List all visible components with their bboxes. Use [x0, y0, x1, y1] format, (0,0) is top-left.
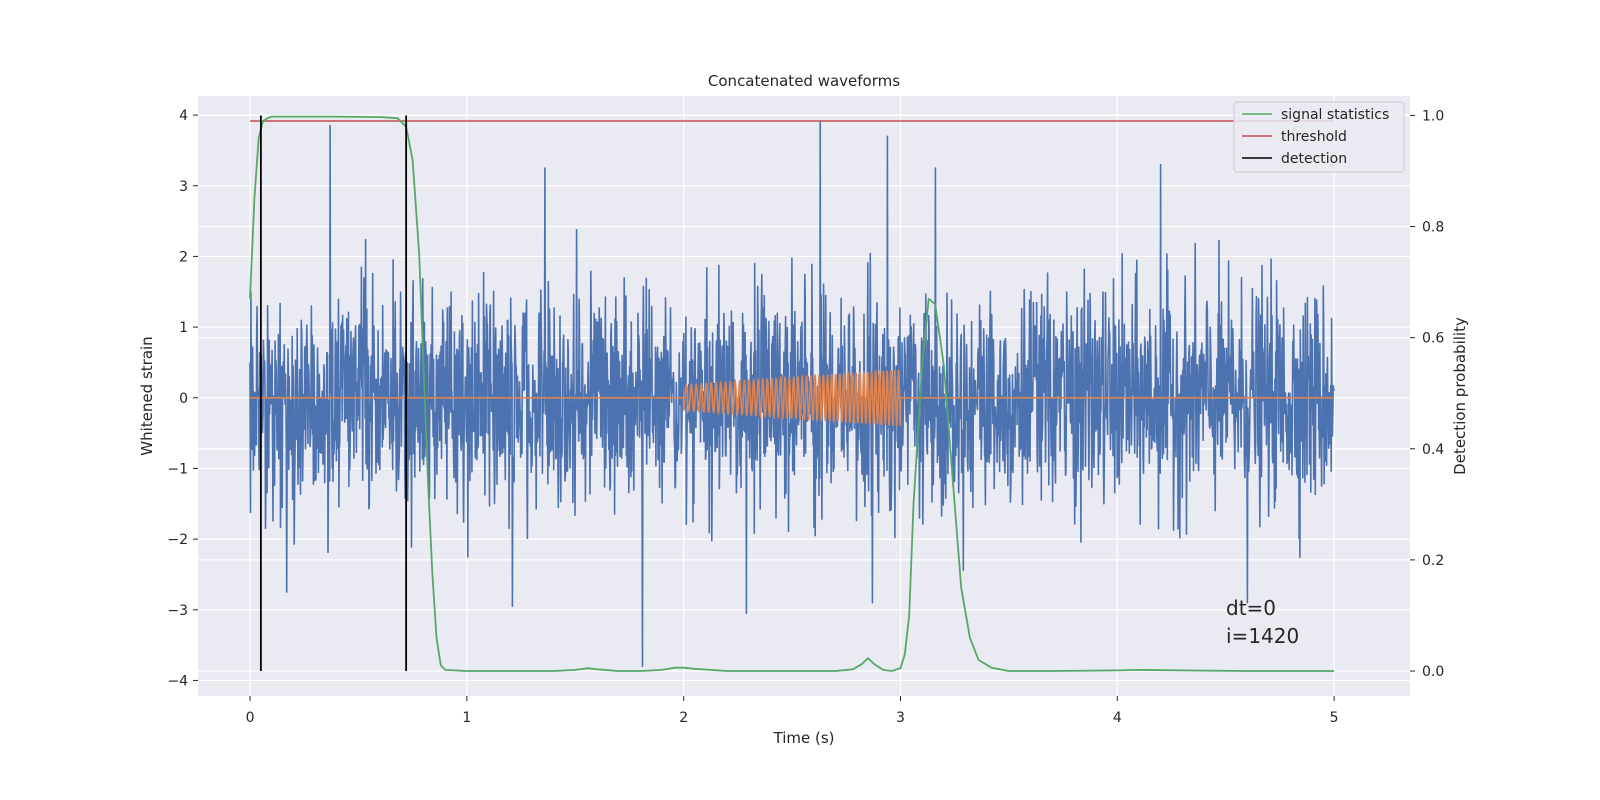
x-tick-label: 0 [246, 710, 255, 726]
legend-label-detection: detection [1281, 151, 1347, 167]
legend-box [1233, 101, 1405, 173]
annotation-index: i=1420 [1226, 624, 1299, 648]
chirp-series-line [250, 369, 1335, 428]
legend-label-signal: signal statistics [1281, 107, 1389, 123]
x-tick-label: 4 [1113, 710, 1122, 726]
y2-tick-label: 0.4 [1422, 442, 1444, 458]
y2-tick-label: 0.8 [1422, 220, 1444, 236]
annotation-dt: dt=0 [1226, 596, 1276, 620]
x-tick-label: 5 [1330, 710, 1339, 726]
noise-series-layer [249, 121, 1335, 668]
chart-title: Concatenated waveforms [708, 72, 900, 90]
axis-ticks: 0 1 2 3 4 5 −4 −3 −2 −1 0 1 2 3 4 0.0 0.2 0.4 0.6 0.8 1.0 [167, 108, 1444, 726]
y-tick-label: 2 [179, 249, 188, 265]
chirp-series-layer [250, 369, 1335, 428]
right-axis-series-layer [249, 115, 1335, 672]
y2-tick-label: 0.6 [1422, 331, 1444, 347]
y-tick-label: 4 [179, 108, 188, 124]
x-tick-label: 2 [679, 710, 688, 726]
y2-tick-label: 1.0 [1422, 108, 1444, 124]
x-tick-label: 1 [462, 710, 471, 726]
y2-axis-title: Detection probability [1451, 317, 1469, 475]
legend-label-threshold: threshold [1281, 129, 1347, 145]
y2-tick-label: 0.2 [1422, 553, 1444, 569]
y-tick-label: 3 [179, 179, 188, 195]
y-tick-label: −2 [167, 532, 188, 548]
y-tick-label: −3 [167, 603, 188, 619]
y-tick-label: 1 [179, 320, 188, 336]
signal-statistics-line [249, 115, 1335, 672]
legend: signal statistics threshold detection [1233, 101, 1405, 173]
y-tick-label: −1 [167, 461, 188, 477]
y-tick-label: −4 [167, 673, 188, 689]
x-tick-label: 3 [896, 710, 905, 726]
noise-series-line [249, 121, 1335, 668]
x-axis-title: Time (s) [773, 729, 835, 747]
y-axis-title: Whitened strain [138, 336, 156, 455]
y2-tick-label: 0.0 [1422, 664, 1444, 680]
y-tick-label: 0 [179, 391, 188, 407]
